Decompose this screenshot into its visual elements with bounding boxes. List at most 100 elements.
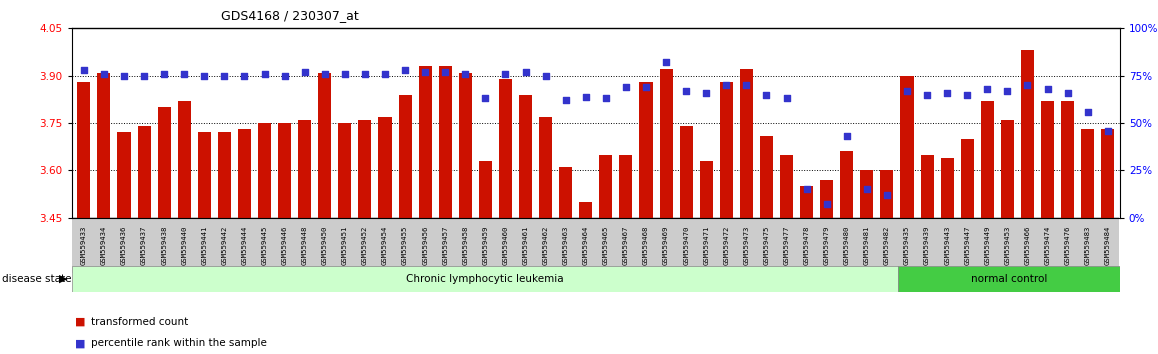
Bar bbox=[961, 139, 974, 218]
Point bbox=[295, 69, 314, 75]
Point bbox=[878, 192, 896, 198]
Point bbox=[215, 73, 234, 79]
Point bbox=[757, 92, 776, 97]
Bar bbox=[379, 117, 391, 218]
Point bbox=[637, 84, 655, 90]
Point bbox=[837, 133, 856, 139]
Bar bbox=[519, 95, 532, 218]
Text: ■: ■ bbox=[75, 317, 86, 327]
Point bbox=[276, 73, 294, 79]
Point bbox=[1018, 82, 1036, 88]
Point bbox=[897, 88, 916, 94]
Bar bbox=[72, 266, 899, 292]
Text: Chronic lymphocytic leukemia: Chronic lymphocytic leukemia bbox=[406, 274, 564, 284]
Bar bbox=[138, 126, 151, 218]
Point bbox=[596, 96, 615, 101]
Point bbox=[195, 73, 213, 79]
Point bbox=[657, 59, 675, 65]
Point bbox=[536, 73, 555, 79]
Bar bbox=[680, 126, 692, 218]
Point bbox=[1078, 109, 1097, 114]
Point bbox=[958, 92, 976, 97]
Point bbox=[979, 86, 997, 92]
Bar bbox=[1001, 120, 1014, 218]
Point bbox=[738, 82, 756, 88]
Bar bbox=[800, 186, 813, 218]
Point bbox=[1058, 90, 1077, 96]
Bar bbox=[1041, 101, 1054, 218]
Point bbox=[697, 90, 716, 96]
Bar bbox=[620, 155, 632, 218]
Point bbox=[416, 69, 434, 75]
Bar bbox=[418, 66, 432, 218]
Bar bbox=[479, 161, 492, 218]
Bar bbox=[841, 152, 853, 218]
Point bbox=[516, 69, 535, 75]
Bar bbox=[258, 123, 271, 218]
Point bbox=[435, 69, 454, 75]
Point bbox=[1039, 86, 1057, 92]
Bar bbox=[899, 266, 1120, 292]
Bar bbox=[78, 82, 90, 218]
Bar bbox=[358, 120, 372, 218]
Point bbox=[1099, 128, 1117, 133]
Bar bbox=[398, 95, 411, 218]
Bar bbox=[921, 155, 933, 218]
Text: normal control: normal control bbox=[970, 274, 1047, 284]
Bar bbox=[237, 129, 251, 218]
Point bbox=[315, 71, 334, 76]
Point bbox=[255, 71, 273, 76]
Bar bbox=[740, 69, 753, 218]
Bar bbox=[97, 73, 110, 218]
Bar bbox=[880, 170, 894, 218]
Bar bbox=[278, 123, 291, 218]
Bar bbox=[1082, 129, 1094, 218]
Bar bbox=[298, 120, 312, 218]
Point bbox=[798, 187, 816, 192]
Point bbox=[235, 73, 254, 79]
Point bbox=[134, 73, 153, 79]
Text: ▶: ▶ bbox=[59, 274, 68, 284]
Point bbox=[998, 88, 1017, 94]
Point bbox=[717, 82, 735, 88]
Text: transformed count: transformed count bbox=[91, 317, 189, 327]
Bar bbox=[117, 132, 131, 218]
Point bbox=[777, 96, 796, 101]
Point bbox=[396, 67, 415, 73]
Bar bbox=[600, 155, 613, 218]
Bar bbox=[318, 73, 331, 218]
Point bbox=[476, 96, 494, 101]
Bar bbox=[559, 167, 572, 218]
Bar bbox=[459, 73, 471, 218]
Point bbox=[617, 84, 636, 90]
Point bbox=[155, 71, 174, 76]
Bar bbox=[820, 180, 834, 218]
Point bbox=[456, 71, 475, 76]
Bar bbox=[157, 107, 170, 218]
Point bbox=[858, 187, 877, 192]
Point bbox=[74, 67, 93, 73]
Bar bbox=[699, 161, 712, 218]
Bar bbox=[439, 66, 452, 218]
Text: disease state: disease state bbox=[2, 274, 72, 284]
Text: GDS4168 / 230307_at: GDS4168 / 230307_at bbox=[221, 9, 358, 22]
Bar bbox=[579, 202, 592, 218]
Bar bbox=[901, 76, 914, 218]
Bar bbox=[981, 101, 994, 218]
Bar bbox=[499, 79, 512, 218]
Bar bbox=[639, 82, 652, 218]
Point bbox=[818, 202, 836, 207]
Point bbox=[175, 71, 193, 76]
Bar bbox=[780, 155, 793, 218]
Point bbox=[95, 71, 113, 76]
Point bbox=[556, 97, 574, 103]
Bar bbox=[760, 136, 774, 218]
Point bbox=[918, 92, 937, 97]
Bar bbox=[1101, 129, 1114, 218]
Bar bbox=[660, 69, 673, 218]
Bar bbox=[540, 117, 552, 218]
Bar bbox=[338, 123, 351, 218]
Bar bbox=[1021, 50, 1034, 218]
Point bbox=[577, 94, 595, 99]
Text: ■: ■ bbox=[75, 338, 86, 348]
